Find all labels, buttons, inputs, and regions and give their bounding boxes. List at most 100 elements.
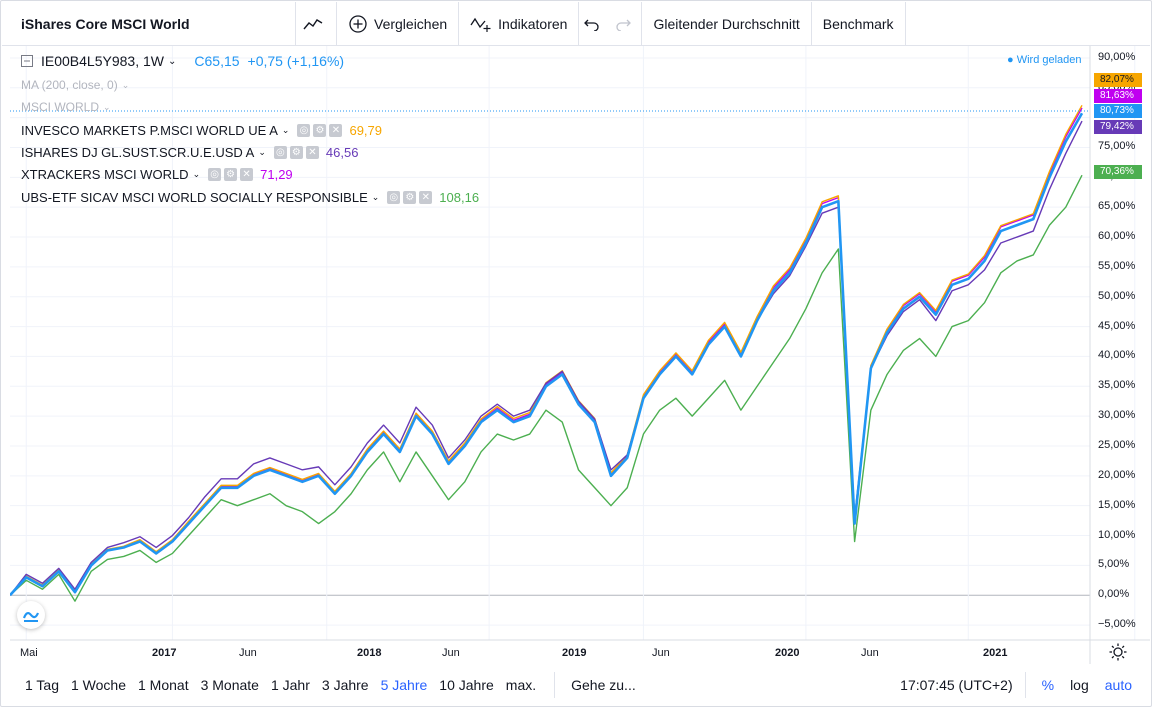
close-prefix: C — [194, 53, 205, 69]
compare-series-value: 108,16 — [439, 189, 480, 205]
y-tick-label: 55,00% — [1098, 259, 1136, 272]
compare-series-name: UBS-ETF SICAV MSCI WORLD SOCIALLY RESPON… — [21, 189, 368, 205]
compare-legend-row[interactable]: ISHARES DJ GL.SUST.SCR.U.E.USD A ⌄ ◎ ⚙ ✕… — [21, 143, 358, 161]
undo-icon — [584, 19, 600, 31]
toolbar-divider — [554, 672, 556, 698]
clock-time[interactable]: 17:07:45 (UTC+2) — [900, 677, 1013, 693]
compare-label: Vergleichen — [374, 15, 448, 32]
loading-label: Wird geladen — [1016, 54, 1082, 66]
close-icon[interactable]: ✕ — [305, 145, 319, 159]
range-button[interactable]: 3 Monate — [200, 677, 259, 693]
benchmark-button[interactable]: Benchmark — [822, 15, 894, 32]
log-scale-toggle[interactable]: log — [1070, 677, 1089, 693]
redo-button[interactable] — [611, 2, 641, 46]
range-button[interactable]: max. — [505, 677, 537, 693]
ma-legend[interactable]: MA (200, close, 0) ⌄ — [21, 76, 129, 94]
chevron-down-icon[interactable]: ⌄ — [281, 124, 290, 135]
chevron-down-icon[interactable]: ⌄ — [167, 55, 177, 67]
series-line-ubs-etf-sicav-msci-world-socially-responsible — [10, 174, 1083, 602]
price-chart[interactable] — [10, 46, 1150, 664]
y-tick-label: 30,00% — [1098, 409, 1136, 422]
range-button[interactable]: 1 Jahr — [270, 677, 310, 693]
redo-icon — [616, 19, 632, 31]
loading-indicator: ● Wird geladen — [1007, 54, 1082, 66]
chart-settings-button[interactable] — [1109, 643, 1127, 664]
chevron-down-icon[interactable]: ⌄ — [371, 191, 380, 202]
last-value-badge: 70,36% — [1094, 165, 1142, 179]
close-icon[interactable]: ✕ — [419, 190, 433, 204]
x-tick-label: 2019 — [562, 647, 587, 659]
range-button[interactable]: 1 Tag — [25, 677, 59, 693]
auto-scale-toggle[interactable]: auto — [1104, 677, 1132, 693]
compare-legend-row[interactable]: INVESCO MARKETS P.MSCI WORLD UE A ⌄ ◎ ⚙ … — [21, 121, 382, 139]
x-tick-label: Jun — [861, 647, 879, 659]
collapse-icon[interactable] — [21, 55, 33, 67]
y-tick-label: 65,00% — [1098, 200, 1136, 213]
eye-icon[interactable]: ◎ — [273, 145, 287, 159]
settings-icon[interactable]: ⚙ — [313, 123, 327, 137]
chevron-down-icon[interactable]: ⌄ — [258, 146, 266, 157]
compare-legend-row[interactable]: UBS-ETF SICAV MSCI WORLD SOCIALLY RESPON… — [21, 188, 479, 206]
x-tick-label: 2020 — [775, 647, 800, 659]
x-tick-label: 2017 — [152, 647, 177, 659]
settings-icon[interactable]: ⚙ — [289, 145, 303, 159]
compare-series-value: 69,79 — [349, 122, 383, 138]
chart-style-button[interactable] — [296, 2, 336, 46]
goto-date-button[interactable]: Gehe zu... — [571, 677, 636, 693]
percent-scale-toggle[interactable]: % — [1041, 677, 1055, 693]
y-tick-label: 5,00% — [1098, 558, 1130, 571]
range-button[interactable]: 1 Woche — [71, 677, 126, 693]
series-line-ishares-core-msci-world — [10, 112, 1084, 597]
last-value-badge: 82,07% — [1094, 73, 1142, 87]
compare-legend-row[interactable]: XTRACKERS MSCI WORLD ⌄ ◎ ⚙ ✕ 71,29 — [21, 165, 293, 183]
symbol-label: IE00B4L5Y983, 1W — [41, 53, 164, 69]
range-button[interactable]: 1 Monat — [138, 677, 189, 693]
instrument-title: iShares Core MSCI World — [21, 15, 190, 32]
y-tick-label: 35,00% — [1098, 379, 1136, 392]
indicators-button[interactable]: Indikatoren — [459, 2, 578, 46]
settings-icon[interactable]: ⚙ — [224, 167, 238, 181]
y-tick-label: 90,00% — [1098, 50, 1136, 63]
x-tick-label: Jun — [239, 647, 257, 659]
undo-button[interactable] — [579, 2, 611, 46]
y-tick-label: 20,00% — [1098, 468, 1136, 481]
logo-icon — [22, 611, 40, 622]
benchmark-legend[interactable]: MSCI WORLD ⌄ — [21, 98, 111, 116]
x-tick-label: 2021 — [983, 647, 1008, 659]
range-button[interactable]: 10 Jahre — [439, 677, 494, 693]
tradingview-logo[interactable] — [17, 601, 45, 629]
compare-series-name: XTRACKERS MSCI WORLD — [21, 166, 189, 182]
compare-series-name: ISHARES DJ GL.SUST.SCR.U.E.USD A — [21, 144, 255, 160]
x-tick-label: Jun — [442, 647, 460, 659]
benchmark-legend-label: MSCI WORLD — [21, 100, 99, 114]
last-value-badge: 81,63% — [1094, 89, 1142, 103]
range-button[interactable]: 3 Jahre — [321, 677, 369, 693]
main-series-legend[interactable]: IE00B4L5Y983, 1W ⌄ C 65,15 +0,75 (+1,16%… — [21, 52, 344, 70]
range-button[interactable]: 5 Jahre — [380, 677, 428, 693]
eye-icon[interactable]: ◎ — [297, 123, 311, 137]
eye-icon[interactable]: ◎ — [208, 167, 222, 181]
chevron-down-icon[interactable]: ⌄ — [103, 101, 111, 112]
y-tick-label: 40,00% — [1098, 349, 1136, 362]
eye-icon[interactable]: ◎ — [387, 190, 401, 204]
compare-button[interactable]: Vergleichen — [337, 2, 458, 46]
series-line-ishares-dj-gl-sust-scr-u-e-usd-a — [10, 120, 1083, 596]
compare-series-name: INVESCO MARKETS P.MSCI WORLD UE A — [21, 122, 278, 138]
line-chart-icon — [303, 18, 323, 29]
change-value: +0,75 (+1,16%) — [247, 53, 345, 69]
indicators-label: Indikatoren — [498, 15, 568, 32]
chart-grid — [10, 46, 1136, 640]
toolbar-divider — [1024, 672, 1026, 698]
moving-average-button[interactable]: Gleitender Durchschnitt — [653, 15, 800, 32]
chevron-down-icon[interactable]: ⌄ — [121, 79, 130, 90]
chevron-down-icon[interactable]: ⌄ — [192, 168, 201, 179]
compare-series-value: 46,56 — [325, 144, 359, 160]
settings-icon[interactable]: ⚙ — [403, 190, 417, 204]
close-icon[interactable]: ✕ — [240, 167, 254, 181]
x-tick-label: Jun — [652, 647, 670, 659]
toolbar-divider — [810, 1, 812, 46]
bottom-toolbar: 1 Tag 1 Woche 1 Monat 3 Monate 1 Jahr 3 Jahre… — [2, 665, 1150, 705]
x-tick-label: 2018 — [357, 647, 382, 659]
y-tick-label: 15,00% — [1098, 498, 1136, 511]
close-icon[interactable]: ✕ — [329, 123, 343, 137]
